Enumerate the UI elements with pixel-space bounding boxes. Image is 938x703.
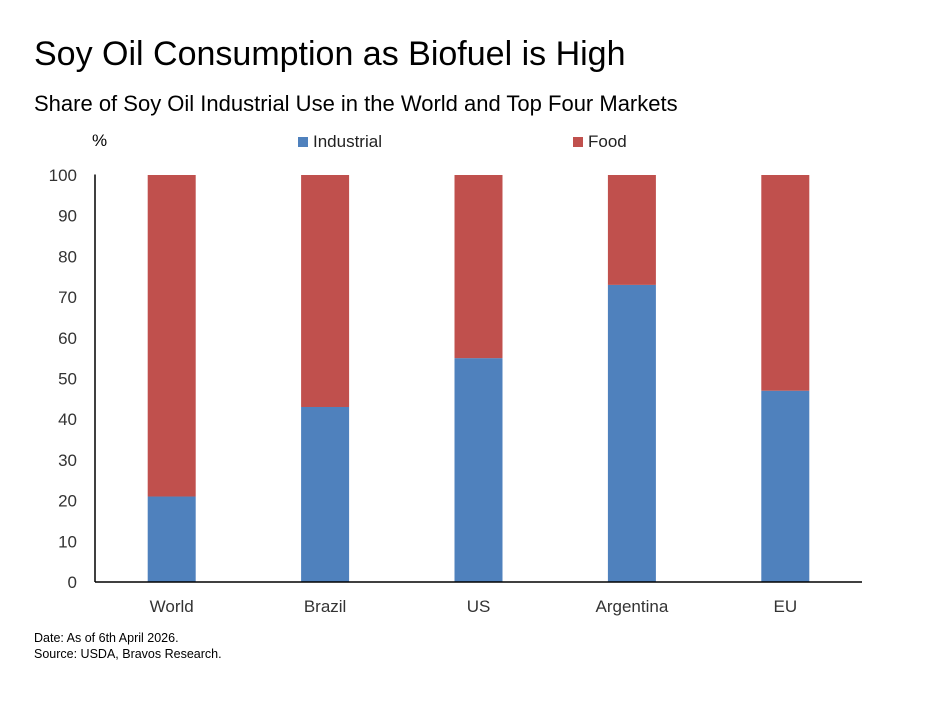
x-tick-label: Brazil <box>304 597 347 616</box>
y-tick-label: 90 <box>58 207 77 226</box>
y-axis-label: % <box>92 131 108 150</box>
chart-subtitle-container: Share of Soy Oil Industrial Use in the W… <box>34 88 734 120</box>
footnote-date: Date: As of 6th April 2026. <box>34 631 179 645</box>
bar-industrial-world <box>147 496 196 582</box>
y-tick-label: 20 <box>58 492 77 511</box>
bar-food-us <box>454 175 503 359</box>
bar-industrial-argentina <box>607 284 656 582</box>
y-tick-label: 100 <box>49 166 77 185</box>
legend-item-industrial: Industrial <box>298 132 382 152</box>
legend-label-food: Food <box>588 132 627 151</box>
legend-label-industrial: Industrial <box>313 132 382 151</box>
y-tick-label: 10 <box>58 532 77 551</box>
x-tick-label: World <box>150 597 194 616</box>
legend-swatch-industrial <box>298 137 308 147</box>
y-tick-label: 40 <box>58 410 77 429</box>
legend-item-food: Food <box>573 132 627 152</box>
bar-industrial-brazil <box>301 406 350 582</box>
y-tick-label: 30 <box>58 451 77 470</box>
bar-food-eu <box>761 175 810 391</box>
x-tick-label: Argentina <box>596 597 669 616</box>
y-tick-label: 70 <box>58 288 77 307</box>
bar-food-world <box>147 175 196 497</box>
y-tick-label: 60 <box>58 329 77 348</box>
legend-swatch-food <box>573 137 583 147</box>
x-tick-label: US <box>467 597 491 616</box>
y-tick-label: 50 <box>58 370 77 389</box>
x-tick-label: EU <box>773 597 797 616</box>
chart-subtitle: Share of Soy Oil Industrial Use in the W… <box>34 91 678 116</box>
bar-food-brazil <box>301 175 350 407</box>
footnote-source: Source: USDA, Bravos Research. <box>34 647 222 661</box>
bar-food-argentina <box>607 175 656 285</box>
bar-industrial-eu <box>761 390 810 582</box>
chart-title: Soy Oil Consumption as Biofuel is High <box>34 35 626 73</box>
bar-industrial-us <box>454 358 503 582</box>
y-tick-label: 80 <box>58 247 77 266</box>
y-tick-label: 0 <box>68 573 77 592</box>
